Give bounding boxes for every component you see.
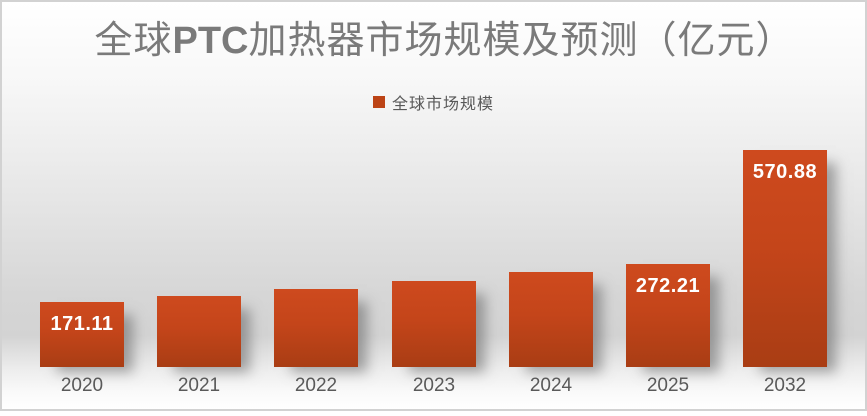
legend-label: 全球市场规模 xyxy=(391,94,494,113)
bar-2024 xyxy=(509,272,593,367)
bar-2025: 272.21 xyxy=(626,264,710,367)
bar-2022 xyxy=(274,289,358,367)
bar-2020: 171.11 xyxy=(40,302,124,367)
chart-title-suffix: 加热器市场规模及预测（亿元） xyxy=(248,18,795,62)
bar-data-label-2025: 272.21 xyxy=(635,275,701,297)
x-axis-label-2024: 2024 xyxy=(529,375,573,396)
chart-title-brand: PTC xyxy=(172,20,249,62)
x-axis-label-2032: 2032 xyxy=(763,375,807,396)
legend-swatch-icon xyxy=(372,96,385,108)
legend: 全球市场规模 xyxy=(2,90,865,114)
bar-2021 xyxy=(157,296,241,367)
bar-2032: 570.88 xyxy=(743,150,827,367)
bar-data-label-2032: 570.88 xyxy=(752,161,818,183)
bar-2023 xyxy=(392,281,476,367)
x-axis: 2020 2021 2022 2023 2024 2025 2032 xyxy=(2,375,865,399)
x-axis-label-2025: 2025 xyxy=(646,375,690,396)
x-axis-label-2021: 2021 xyxy=(177,375,221,396)
bar-plot-area: 171.11 272.21 570.88 xyxy=(2,2,865,367)
x-axis-label-2020: 2020 xyxy=(60,375,104,396)
chart-title: 全球PTC加热器市场规模及预测（亿元） xyxy=(2,18,865,63)
x-axis-label-2022: 2022 xyxy=(294,375,338,396)
x-axis-label-2023: 2023 xyxy=(412,375,456,396)
bar-data-label-2020: 171.11 xyxy=(50,313,114,335)
chart-title-prefix: 全球 xyxy=(94,18,173,62)
